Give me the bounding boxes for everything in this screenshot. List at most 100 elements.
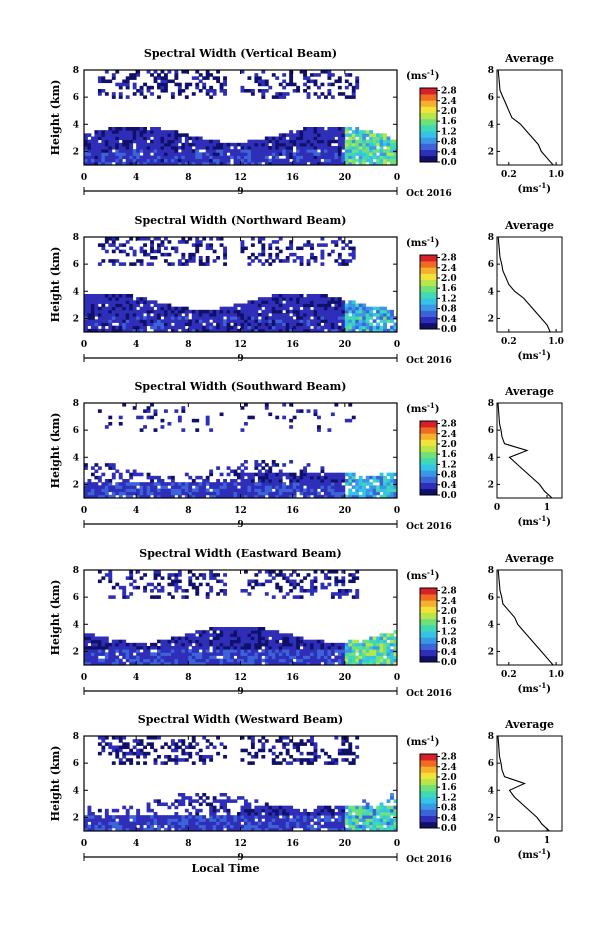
heatmap-cell xyxy=(87,479,92,483)
heatmap-cell xyxy=(261,805,266,810)
heatmap-cell xyxy=(153,79,158,84)
heatmap-cell xyxy=(296,582,301,587)
heatmap-cell xyxy=(219,89,224,93)
heatmap-cell xyxy=(118,585,123,590)
heatmap-cell xyxy=(136,325,141,330)
heatmap-cell xyxy=(271,139,276,144)
heatmap-cell xyxy=(129,297,134,301)
heatmap-cell xyxy=(282,297,287,301)
heatmap-cell xyxy=(233,646,238,650)
heatmap-cell xyxy=(143,761,147,765)
heatmap-cell xyxy=(254,306,259,311)
heatmap-cell xyxy=(230,649,234,653)
heatmap-cell xyxy=(317,294,321,298)
heatmap-cell xyxy=(146,736,151,740)
heatmap-cell xyxy=(150,155,154,160)
heatmap-cell xyxy=(233,824,238,829)
heatmap-cell xyxy=(369,309,374,314)
heatmap-cell xyxy=(337,76,342,80)
heatmap-cell xyxy=(254,649,259,653)
heatmap-cell xyxy=(268,815,273,819)
heatmap-cell xyxy=(240,463,245,467)
heatmap-cell xyxy=(351,252,356,257)
heatmap-cell xyxy=(233,146,238,150)
heatmap-cell xyxy=(167,482,172,486)
heatmap-cell xyxy=(195,821,200,826)
heatmap-cell xyxy=(250,655,255,660)
average-unit-exponent: -1 xyxy=(538,181,546,190)
heatmap-cell xyxy=(167,805,172,810)
heatmap-cell xyxy=(372,485,377,489)
heatmap-cell xyxy=(90,652,95,656)
heatmap-cell xyxy=(296,146,301,150)
heatmap-cell xyxy=(271,463,276,467)
heatmap-cell xyxy=(219,142,224,147)
heatmap-cell xyxy=(129,316,134,320)
heatmap-cell xyxy=(118,92,123,96)
heatmap-cell xyxy=(108,328,113,333)
heatmap-cell xyxy=(282,595,287,599)
heatmap-cell xyxy=(264,322,269,327)
heatmap-cell xyxy=(202,636,207,641)
heatmap-cell xyxy=(223,256,227,260)
heatmap-cell xyxy=(355,808,360,813)
heatmap-cell xyxy=(296,649,301,653)
heatmap-cell xyxy=(90,827,95,832)
heatmap-cell xyxy=(369,146,374,150)
heatmap-cell xyxy=(202,736,207,740)
heatmap-cell xyxy=(285,300,290,304)
heatmap-cell xyxy=(341,824,346,829)
heatmap-cell xyxy=(132,313,137,317)
heatmap-cell xyxy=(327,488,332,493)
heatmap-cell xyxy=(250,630,255,634)
heatmap-cell xyxy=(202,630,207,634)
heatmap-cell xyxy=(240,158,245,163)
heatmap-cell xyxy=(202,158,207,163)
heatmap-cell xyxy=(306,139,311,144)
heatmap-cell xyxy=(240,161,245,166)
heatmap-cell xyxy=(212,636,217,641)
heatmap-cell xyxy=(177,313,182,317)
heatmap-cell xyxy=(216,325,221,330)
heatmap-cell xyxy=(125,152,130,156)
heatmap-cell xyxy=(101,316,106,320)
heatmap-cell xyxy=(264,630,269,634)
heatmap-cell xyxy=(87,646,92,650)
heatmap-cell xyxy=(254,472,259,477)
heatmap-cell xyxy=(351,491,356,496)
heatmap-cell xyxy=(223,589,227,593)
heatmap-cell xyxy=(393,639,398,644)
heatmap-cell xyxy=(383,142,387,147)
heatmap-cell xyxy=(264,149,269,153)
heatmap-cell xyxy=(341,742,346,746)
heatmap-cell xyxy=(365,652,370,656)
heatmap-cell xyxy=(97,309,102,314)
heatmap-cell xyxy=(268,649,273,653)
heatmap-cell xyxy=(202,146,207,150)
heatmap-cell xyxy=(264,319,269,323)
heatmap-cell xyxy=(198,309,203,314)
heatmap-cell xyxy=(167,491,172,496)
heatmap-cell xyxy=(157,589,161,593)
heatmap-cell xyxy=(240,494,245,499)
heatmap-cell xyxy=(334,152,339,156)
heatmap-cell xyxy=(296,652,301,656)
heatmap-cell xyxy=(344,130,349,134)
heatmap-cell xyxy=(390,633,394,637)
heatmap-cell xyxy=(247,642,252,647)
heatmap-cell xyxy=(285,658,290,663)
heatmap-cell xyxy=(157,328,161,333)
heatmap-cell xyxy=(125,751,130,756)
heatmap-cell xyxy=(104,573,109,577)
heatmap-cell xyxy=(257,494,262,499)
heatmap-cell xyxy=(122,642,127,647)
heatmap-cell xyxy=(132,316,137,320)
heatmap-cell xyxy=(188,155,193,160)
heatmap-cell xyxy=(233,827,238,832)
heatmap-cell xyxy=(205,821,210,826)
heatmap-cell xyxy=(296,485,301,489)
heatmap-cell xyxy=(264,152,269,156)
heatmap-cell xyxy=(104,142,109,147)
heatmap-cell xyxy=(337,494,342,499)
heatmap-cell xyxy=(115,306,120,311)
